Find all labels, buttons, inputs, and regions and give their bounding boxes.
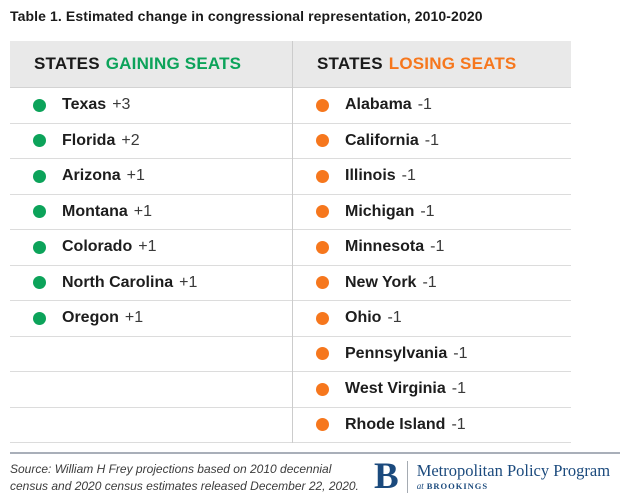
table-row-minnesota: Minnesota -1: [293, 230, 571, 266]
state-name: North Carolina: [62, 273, 174, 291]
gaining-header: STATES GAINING SEATS: [10, 41, 292, 88]
table-row-rhode-island: Rhode Island -1: [293, 407, 571, 443]
seat-change-value: -1: [422, 273, 437, 291]
green-dot-icon: [33, 276, 46, 290]
gaining-rows: Texas +3 Florida +2 Arizona +1 Montana +1 Colora…: [10, 88, 292, 443]
state-name: New York: [345, 273, 417, 291]
seat-change-value: +1: [138, 238, 157, 256]
table-row-empty: [10, 407, 292, 443]
logo-org: BROOKINGS: [426, 481, 489, 491]
seat-change-value: -1: [424, 131, 440, 149]
orange-dot-icon: [316, 98, 329, 112]
table-row-montana: Montana +1: [10, 194, 292, 230]
seat-change-value: +2: [121, 131, 140, 149]
gaining-header-highlight: GAINING SEATS: [105, 54, 242, 73]
seat-change-value: -1: [387, 309, 402, 327]
state-name: Ohio: [345, 309, 382, 327]
logo-at: at: [416, 481, 424, 491]
seat-change-value: +3: [112, 96, 131, 114]
source-line-1: Source: William H Frey projections based…: [10, 462, 332, 476]
page-title: Table 1. Estimated change in congression…: [10, 8, 483, 24]
seat-change-value: +1: [124, 309, 144, 327]
losing-rows: Alabama -1 California -1 Illinois -1 Michigan -…: [293, 88, 571, 443]
state-name: Rhode Island: [345, 415, 446, 433]
seat-change-value: +1: [133, 202, 153, 220]
seat-change-value: -1: [430, 238, 445, 256]
logo-text: Metropolitan Policy Program at BROOKINGS: [416, 461, 611, 492]
green-dot-icon: [33, 98, 46, 112]
table-row-west-virginia: West Virginia -1: [293, 372, 571, 408]
state-name: Florida: [62, 131, 116, 149]
table-row-illinois: Illinois -1: [293, 159, 571, 195]
state-name: West Virginia: [345, 380, 446, 398]
seat-change-value: -1: [401, 167, 416, 185]
seat-change-value: -1: [451, 380, 467, 398]
orange-dot-icon: [316, 418, 329, 432]
green-dot-icon: [33, 134, 46, 148]
state-name: Colorado: [62, 238, 133, 256]
seat-change-value: -1: [420, 202, 435, 220]
state-name: Alabama: [345, 96, 412, 114]
orange-dot-icon: [316, 169, 329, 183]
table-row-pennsylvania: Pennsylvania -1: [293, 336, 571, 372]
state-name: Oregon: [62, 309, 119, 327]
table-row-michigan: Michigan -1: [293, 194, 571, 230]
table-row-florida: Florida +2: [10, 123, 292, 159]
column-losing: STATES LOSING SEATS Alabama -1 California -…: [292, 41, 571, 443]
source-line-2: census and 2020 census estimates release…: [10, 479, 359, 493]
seat-change-value: -1: [417, 96, 432, 114]
losing-header-highlight: LOSING SEATS: [388, 54, 517, 73]
green-dot-icon: [33, 311, 46, 325]
logo-separator: [406, 460, 408, 493]
seat-change-value: +1: [126, 167, 145, 185]
losing-header: STATES LOSING SEATS: [293, 41, 571, 88]
state-name: Pennsylvania: [345, 344, 448, 362]
representation-table: STATES GAINING SEATS Texas +3 Florida +2 Ari…: [10, 41, 571, 443]
seat-change-value: +1: [179, 273, 198, 291]
gaining-header-prefix: STATES: [34, 54, 100, 73]
state-name: Michigan: [345, 202, 415, 220]
state-name: Texas: [62, 96, 107, 114]
green-dot-icon: [33, 205, 46, 219]
state-name: Minnesota: [345, 238, 425, 256]
state-name: Illinois: [345, 167, 396, 185]
table-row-empty: [10, 372, 292, 408]
table-row-colorado: Colorado +1: [10, 230, 292, 266]
brookings-b-mark: B: [374, 456, 399, 497]
losing-header-prefix: STATES: [317, 54, 383, 73]
state-name: Montana: [62, 202, 128, 220]
seat-change-value: -1: [453, 344, 468, 362]
orange-dot-icon: [316, 205, 329, 219]
brookings-logo: B Metropolitan Policy Program at BROOKING…: [374, 458, 610, 495]
table-row-arizona: Arizona +1: [10, 159, 292, 195]
seat-change-value: -1: [451, 415, 466, 433]
logo-program-name: Metropolitan Policy Program: [416, 461, 611, 480]
orange-dot-icon: [316, 382, 329, 396]
table-row-empty: [10, 336, 292, 372]
table-row-new-york: New York -1: [293, 265, 571, 301]
orange-dot-icon: [316, 134, 329, 148]
green-dot-icon: [33, 169, 46, 183]
green-dot-icon: [33, 240, 46, 254]
table-row-north-carolina: North Carolina +1: [10, 265, 292, 301]
footer-divider: [10, 452, 620, 454]
orange-dot-icon: [316, 311, 329, 325]
orange-dot-icon: [316, 347, 329, 361]
table-row-ohio: Ohio -1: [293, 301, 571, 337]
source-note: Source: William H Frey projections based…: [10, 461, 359, 495]
table-row-oregon: Oregon +1: [10, 301, 292, 337]
column-gaining: STATES GAINING SEATS Texas +3 Florida +2 Ari…: [10, 41, 292, 443]
orange-dot-icon: [316, 276, 329, 290]
state-name: California: [345, 131, 419, 149]
table-row-texas: Texas +3: [10, 88, 292, 124]
table-row-alabama: Alabama -1: [293, 88, 571, 124]
orange-dot-icon: [316, 240, 329, 254]
state-name: Arizona: [62, 167, 121, 185]
logo-org-line: at BROOKINGS: [417, 480, 610, 491]
table-row-california: California -1: [293, 123, 571, 159]
